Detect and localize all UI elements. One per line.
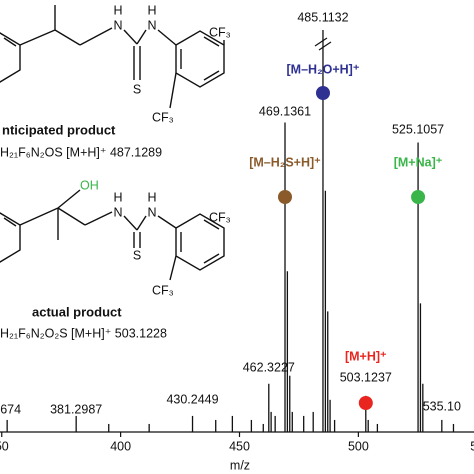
atom: S (133, 248, 141, 262)
peak-label: 503.1237 (340, 370, 392, 384)
atom: CF₃ (152, 283, 174, 297)
axis-break (318, 41, 332, 51)
atom: H (113, 3, 122, 17)
peak-label: 469.1361 (259, 104, 311, 118)
ion-label: [M+Na]⁺ (394, 155, 443, 169)
structure-bottom: OH N H N H S CF₃ CF₃ actual product H₂₁F… (0, 178, 231, 340)
x-tick-label: 50 (0, 439, 9, 453)
x-tick-label: 500 (348, 439, 369, 453)
atom: CF₃ (152, 110, 174, 124)
formula: H₂₁F₆N₂OS [M+H]⁺ 487.1289 (0, 145, 162, 159)
atom: N (113, 205, 122, 219)
formula: H₂₁F₆N₂O₂S [M+H]⁺ 503.1228 (0, 326, 167, 340)
ion-marker (411, 190, 426, 204)
peak-label: 535.10 (423, 399, 461, 413)
ion-label: [M+H]⁺ (345, 349, 387, 363)
atom: H (147, 190, 156, 204)
atom: CF₃ (209, 25, 231, 39)
atom: N (147, 18, 156, 32)
peak-label: 485.1132 (297, 10, 348, 24)
atom: H (113, 190, 122, 204)
ion-marker (315, 86, 330, 100)
atom: N (147, 205, 156, 219)
atom: N (113, 18, 122, 32)
peak-label: 462.3227 (243, 360, 295, 374)
atom: S (133, 82, 141, 96)
atom: CF₃ (209, 210, 231, 224)
atom: OH (80, 178, 99, 192)
x-tick-label: 55 (470, 439, 474, 453)
ion-label: [M–H₂S+H]⁺ (249, 155, 321, 169)
peak-label: 2674 (0, 402, 21, 416)
x-tick-label: 400 (110, 439, 131, 453)
ion-label: [M–H₂O+H]⁺ (287, 62, 360, 76)
axis-break (314, 37, 328, 47)
ion-marker (358, 396, 373, 410)
peak-label: 381.2987 (50, 402, 102, 416)
atom: H (147, 3, 156, 17)
x-tick-label: 450 (229, 439, 250, 453)
ion-marker (277, 190, 292, 204)
structure-top: N H N H S CF₃ CF₃ nticipated product H₂₁… (0, 3, 231, 159)
structure-name: nticipated product (2, 122, 116, 137)
peak-label: 430.2449 (166, 392, 218, 406)
x-axis-label: m/z (230, 458, 250, 472)
structure-name: actual product (32, 304, 122, 319)
peak-label: 525.1057 (392, 122, 444, 136)
